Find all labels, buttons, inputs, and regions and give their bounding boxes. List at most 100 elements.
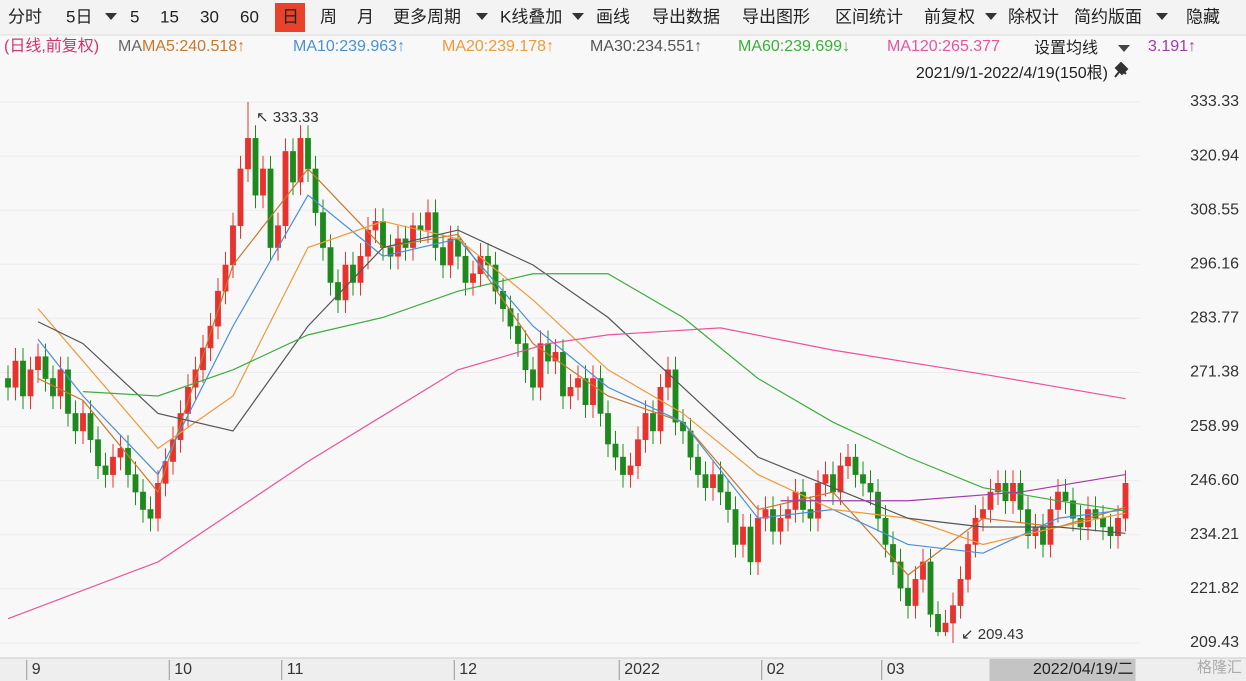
- candle-body: [995, 483, 1001, 493]
- toolbar-item[interactable]: 更多周期: [393, 7, 461, 26]
- candle-body: [20, 360, 26, 397]
- candle-body: [852, 456, 859, 475]
- candle-body: [740, 526, 746, 545]
- candle-body: [972, 517, 979, 545]
- dropdown-icons: [105, 13, 1168, 20]
- candle-body: [87, 413, 94, 440]
- candle-body: [507, 308, 514, 327]
- candle-body: [350, 264, 356, 283]
- candle-body: [530, 369, 536, 388]
- candle-body: [290, 151, 296, 183]
- candle-body: [462, 255, 469, 283]
- toolbar-item[interactable]: 5日: [66, 7, 92, 26]
- candle-body: [492, 264, 499, 292]
- candle-body: [770, 509, 776, 532]
- y-tick-label: 333.33: [1190, 93, 1239, 110]
- candle-body: [987, 491, 994, 510]
- candle-body: [1100, 517, 1106, 528]
- toolbar-item[interactable]: 周: [320, 7, 337, 26]
- toolbar-item[interactable]: 60: [240, 7, 259, 26]
- candle-body: [717, 474, 724, 493]
- legend-title: MA: [118, 38, 142, 55]
- candle-body: [777, 517, 784, 532]
- candle-body: [410, 225, 416, 248]
- toolbar-item[interactable]: 15: [160, 7, 179, 26]
- candle-body: [537, 343, 544, 388]
- toolbar-item[interactable]: 区间统计: [835, 7, 903, 26]
- toolbar-item[interactable]: 分时: [8, 7, 42, 26]
- toolbar-item[interactable]: 画线: [596, 7, 630, 26]
- candle-body: [890, 544, 896, 563]
- candle-body: [822, 474, 829, 484]
- toolbar-item[interactable]: 隐藏: [1186, 7, 1220, 26]
- toolbar-item[interactable]: 30: [200, 7, 219, 26]
- candle-body: [942, 622, 949, 633]
- y-tick-label: 209.43: [1190, 634, 1239, 651]
- y-tick-label: 283.77: [1190, 310, 1239, 327]
- candle-body: [282, 151, 289, 227]
- candle-body: [387, 247, 394, 257]
- candle-body: [627, 465, 634, 475]
- toolbar-item[interactable]: 日: [282, 7, 299, 26]
- candle-body: [620, 456, 626, 475]
- candle-body: [42, 356, 49, 379]
- toolbar-item[interactable]: 5: [130, 7, 139, 26]
- candle-body: [260, 168, 266, 196]
- candle-body: [920, 561, 926, 580]
- toolbar-item[interactable]: 前复权: [924, 7, 975, 26]
- candle-body: [567, 386, 574, 397]
- y-tick-label: 296.16: [1190, 256, 1239, 273]
- legend-entry: MA120:265.377: [887, 38, 1000, 55]
- candle-body: [230, 225, 236, 266]
- toolbar-active[interactable]: [275, 3, 305, 32]
- toolbar-item[interactable]: 月: [357, 7, 374, 26]
- candle-body: [132, 474, 139, 493]
- candle-body: [732, 509, 739, 545]
- annotation: ↖ 333.33: [256, 109, 319, 126]
- x-tick-label: 03: [887, 661, 905, 678]
- candle-body: [365, 229, 371, 257]
- candle-body: [1122, 483, 1129, 519]
- candle-body: [27, 369, 34, 397]
- legend-prefix: (日线,前复权): [4, 37, 99, 55]
- candle-body: [372, 221, 379, 231]
- toolbar-item[interactable]: 除权计: [1008, 7, 1059, 26]
- legend-entry: 3.191↑: [1148, 38, 1196, 55]
- y-tick-label: 221.82: [1190, 580, 1239, 597]
- candle-body: [440, 247, 446, 266]
- crosshair-label: 2022/04/19/二: [1033, 661, 1134, 678]
- ma-line: [7, 327, 1126, 620]
- candle-body: [642, 413, 649, 440]
- candle-body: [597, 378, 604, 414]
- candle-body: [590, 378, 596, 406]
- candle-body: [867, 483, 874, 493]
- candle-body: [882, 517, 889, 545]
- candle-body: [650, 413, 656, 432]
- x-tick-label: 2022: [624, 661, 660, 678]
- candle-body: [12, 360, 19, 388]
- candle-body: [117, 448, 124, 458]
- candle-body: [342, 264, 349, 301]
- candle-body: [1115, 517, 1121, 537]
- toolbar-item[interactable]: 导出图形: [742, 7, 810, 26]
- candle-body: [725, 491, 731, 510]
- candle-body: [425, 212, 431, 231]
- y-tick-label: 320.94: [1190, 147, 1239, 164]
- x-tick-label: 9: [32, 661, 41, 678]
- candle-body: [95, 439, 101, 467]
- candle-body: [297, 138, 304, 183]
- candle-body: [612, 443, 619, 458]
- ma-line: [37, 229, 1126, 534]
- candle-body: [927, 561, 934, 615]
- toolbar-item[interactable]: 导出数据: [652, 7, 720, 26]
- toolbar-item[interactable]: K线叠加: [500, 7, 562, 26]
- toolbar-item[interactable]: 简约版面: [1074, 7, 1142, 26]
- candle-body: [785, 509, 791, 519]
- x-tick-label: 12: [459, 661, 477, 678]
- candle-body: [207, 325, 214, 349]
- settings-button-label[interactable]: 设置均线: [1034, 39, 1098, 57]
- y-tick-label: 308.55: [1190, 201, 1239, 218]
- legend-entry: MA20:239.178↑: [442, 38, 554, 55]
- candle-body: [102, 465, 109, 475]
